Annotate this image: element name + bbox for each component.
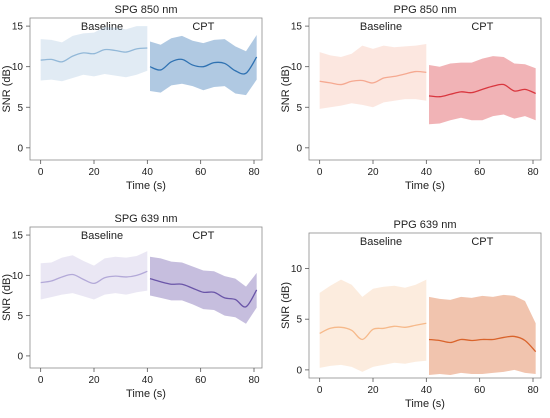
x-tick-label: 40: [142, 375, 154, 386]
mean-line-cpt: [428, 335, 537, 353]
phase-label-baseline: Baseline: [360, 236, 402, 248]
phase-label-baseline: Baseline: [81, 21, 123, 33]
plot-frame: [29, 226, 263, 369]
x-axis-label: Time (s): [405, 398, 445, 410]
y-tick-label: 15: [291, 22, 303, 33]
x-tick-label: 60: [195, 375, 207, 386]
mean-line-baseline: [319, 322, 427, 341]
x-tick-label: 20: [88, 375, 100, 386]
phase-label-baseline: Baseline: [360, 21, 402, 33]
x-tick-label: 20: [367, 167, 379, 178]
phase-label-cpt: CPT: [471, 236, 493, 248]
y-tick-label: 10: [12, 271, 24, 282]
x-tick-label: 0: [38, 375, 44, 386]
mean-line-cpt: [149, 56, 258, 75]
phase-label-cpt: CPT: [192, 230, 214, 242]
x-tick-label: 40: [421, 385, 433, 396]
x-tick-label: 80: [527, 385, 539, 396]
confidence-band-baseline: [40, 251, 148, 300]
x-tick-label: 20: [88, 167, 100, 178]
phase-label-cpt: CPT: [192, 21, 214, 33]
y-tick-label: 10: [291, 62, 303, 73]
chart-panel: SPG 639 nm 0 20 40 60 80 0 5 10 15 Time (s) SNR (dB…: [1, 213, 263, 400]
y-axis-label: SNR (dB): [1, 274, 13, 321]
phase-label-cpt: CPT: [471, 21, 493, 33]
chart-title: SPG 850 nm: [115, 4, 178, 16]
confidence-band-cpt: [429, 294, 536, 375]
confidence-band-baseline: [319, 43, 427, 109]
x-tick-label: 60: [195, 167, 207, 178]
x-axis-label: Time (s): [126, 180, 166, 192]
y-axis-label: SNR (dB): [1, 65, 13, 112]
y-tick-label: 5: [17, 311, 23, 322]
confidence-band-baseline: [319, 279, 427, 372]
x-tick-label: 20: [367, 385, 379, 396]
plot-frame: [308, 17, 542, 161]
chart-title: PPG 850 nm: [394, 4, 457, 16]
x-tick-label: 80: [248, 375, 260, 386]
y-tick-label: 15: [12, 231, 24, 242]
plot-frame: [29, 17, 263, 161]
x-tick-label: 0: [317, 167, 323, 178]
plot-frame: [308, 232, 542, 379]
x-tick-label: 0: [317, 385, 323, 396]
mean-line-cpt: [428, 83, 536, 98]
chart-title: SPG 639 nm: [115, 213, 178, 225]
y-tick-label: 0: [296, 365, 302, 376]
y-tick-label: 5: [17, 103, 23, 114]
confidence-band-cpt: [150, 256, 257, 324]
confidence-band-cpt: [150, 35, 257, 96]
chart-title: PPG 639 nm: [394, 219, 457, 231]
x-axis-label: Time (s): [126, 388, 166, 400]
chart-panel: SPG 850 nm 0 20 40 60 80 0 5 10 15 Time (s) SNR (dB…: [1, 4, 263, 192]
y-tick-label: 5: [296, 103, 302, 114]
confidence-band-cpt: [429, 56, 536, 125]
y-tick-label: 0: [296, 143, 302, 154]
y-tick-label: 5: [296, 315, 302, 326]
x-tick-label: 0: [38, 167, 44, 178]
y-tick-label: 10: [12, 62, 24, 73]
y-axis-label: SNR (dB): [280, 282, 292, 329]
y-tick-label: 15: [12, 22, 24, 33]
x-tick-label: 80: [527, 167, 539, 178]
y-axis-label: SNR (dB): [280, 65, 292, 112]
chart-panel: PPG 639 nm 0 20 40 60 80 0 5 10 Time (s) SNR (dB) B…: [280, 219, 542, 410]
chart-panel: PPG 850 nm 0 20 40 60 80 0 5 10 15 Time (s) SNR (dB…: [280, 4, 542, 192]
x-tick-label: 40: [142, 167, 154, 178]
y-tick-label: 0: [17, 351, 23, 362]
mean-line-cpt: [149, 277, 258, 308]
x-tick-label: 60: [474, 385, 486, 396]
x-axis-label: Time (s): [405, 180, 445, 192]
x-tick-label: 60: [474, 167, 486, 178]
y-tick-label: 0: [17, 143, 23, 154]
mean-line-baseline: [319, 70, 427, 86]
x-tick-label: 40: [421, 167, 433, 178]
x-tick-label: 80: [248, 167, 260, 178]
mean-line-baseline: [40, 47, 148, 63]
y-tick-label: 10: [291, 264, 303, 275]
mean-line-baseline: [40, 270, 148, 285]
phase-label-baseline: Baseline: [81, 230, 123, 242]
